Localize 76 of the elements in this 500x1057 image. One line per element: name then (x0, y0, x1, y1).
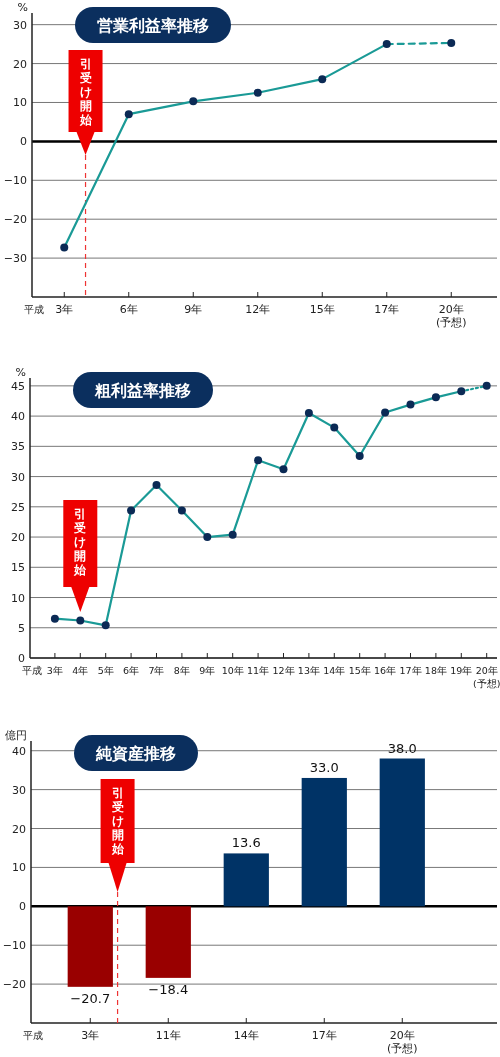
chart-title: 粗利益率推移 (94, 381, 191, 400)
y-tick-label: 5 (18, 621, 25, 635)
y-tick-label: 10 (13, 96, 27, 110)
chart-title: 営業利益率推移 (97, 16, 209, 35)
y-tick-label: −10 (3, 174, 27, 188)
x-tick-label: 17年 (399, 665, 422, 676)
x-tick-label: 5年 (97, 665, 114, 676)
y-tick-label: 20 (12, 822, 26, 836)
y-tick-label: 0 (18, 652, 25, 665)
y-tick-label: −20 (3, 213, 27, 227)
y-axis-title: 億円 (5, 729, 27, 742)
x-tick-label: 8年 (173, 665, 190, 676)
x-tick-label: 6年 (123, 665, 140, 676)
x-tick-label: 20年 (予想) (435, 303, 467, 329)
x-tick-label: 6年 (119, 303, 138, 316)
data-label: −18.4 (148, 981, 189, 997)
x-axis-title: 平成 (23, 1030, 43, 1041)
y-tick-label: 40 (11, 410, 25, 424)
y-tick-label: 35 (11, 440, 25, 454)
x-tick-label: 3年 (55, 303, 74, 316)
x-tick-label: 9年 (184, 303, 203, 316)
y-tick-label: 15 (11, 561, 25, 575)
annotation: 引受け開始 (78, 57, 93, 127)
y-tick-label: 25 (11, 500, 25, 514)
x-tick-label: 18年 (424, 665, 447, 676)
x-tick-label: 16年 (374, 665, 397, 676)
x-tick-label: 12年 (245, 303, 271, 316)
annotation: 引受け開始 (73, 507, 88, 577)
annotation: 引受け開始 (110, 786, 125, 856)
x-tick-label: 4年 (72, 665, 89, 676)
y-tick-label: 30 (12, 783, 26, 797)
x-tick-label: 10年 (221, 665, 244, 676)
x-axis-title: 平成 (24, 304, 44, 315)
y-tick-label: 30 (13, 18, 27, 32)
x-tick-label: 11年 (155, 1029, 181, 1042)
x-tick-label: 15年 (348, 665, 371, 676)
bar (145, 906, 191, 978)
x-tick-label: 7年 (148, 665, 165, 676)
y-tick-label: −20 (2, 978, 26, 992)
bar (301, 777, 347, 907)
y-axis-title: % (15, 366, 26, 379)
y-tick-label: 10 (11, 591, 25, 605)
x-tick-label: 17年 (311, 1029, 337, 1042)
x-tick-label: 17年 (374, 303, 400, 316)
x-tick-label: 3年 (81, 1029, 100, 1042)
x-tick-label: 3年 (46, 665, 63, 676)
data-label: −20.7 (70, 990, 111, 1006)
x-tick-label: 12年 (272, 665, 295, 676)
y-tick-label: 20 (11, 531, 25, 545)
data-label: 13.6 (231, 835, 261, 851)
bar (223, 853, 269, 907)
x-tick-label: 20年 (予想) (472, 665, 500, 689)
bar (379, 758, 425, 907)
y-axis-title: % (17, 1, 28, 14)
y-tick-label: −10 (2, 939, 26, 953)
chart-title: 純資産推移 (95, 744, 176, 763)
x-tick-label: 20年 (予想) (386, 1029, 418, 1055)
x-tick-label: 13年 (297, 665, 320, 676)
bar (67, 906, 113, 987)
y-tick-label: 45 (11, 379, 25, 393)
x-tick-label: 15年 (309, 303, 335, 316)
y-tick-label: 0 (20, 135, 27, 149)
y-tick-label: 20 (13, 57, 27, 71)
y-tick-label: 40 (12, 744, 26, 758)
data-label: 33.0 (309, 759, 339, 775)
y-tick-label: 30 (11, 470, 25, 484)
y-tick-label: −30 (3, 252, 27, 266)
x-tick-label: 9年 (199, 665, 216, 676)
x-axis-title: 平成 (22, 665, 42, 676)
y-tick-label: 10 (12, 861, 26, 875)
x-tick-label: 14年 (233, 1029, 259, 1042)
x-tick-label: 11年 (247, 665, 270, 676)
y-tick-label: 0 (19, 900, 26, 914)
x-tick-label: 19年 (450, 665, 473, 676)
data-label: 38.0 (387, 740, 417, 756)
x-tick-label: 14年 (323, 665, 346, 676)
